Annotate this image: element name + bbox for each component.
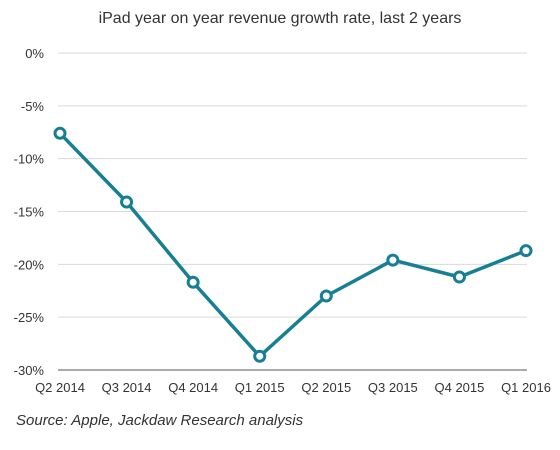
data-point (452, 270, 466, 284)
x-tick-label: Q1 2015 (235, 380, 285, 395)
x-tick-label: Q3 2014 (102, 380, 152, 395)
data-point (519, 244, 533, 258)
x-tick-label: Q4 2014 (168, 380, 218, 395)
data-point (53, 126, 67, 140)
x-tick-label: Q2 2015 (301, 380, 351, 395)
chart-title: iPad year on year revenue growth rate, l… (98, 10, 462, 27)
x-tick-label: Q2 2014 (35, 380, 85, 395)
y-tick-label: -5% (21, 99, 45, 114)
data-point (186, 275, 200, 289)
data-point (386, 253, 400, 267)
y-tick-label: 0% (25, 46, 44, 61)
y-tick-label: -20% (14, 257, 45, 272)
x-tick-label: Q1 2016 (501, 380, 551, 395)
source-note: Source: Apple, Jackdaw Research analysis (16, 412, 304, 429)
y-tick-label: -30% (14, 363, 45, 378)
data-point (319, 289, 333, 303)
data-point (253, 349, 267, 363)
y-tick-label: -15% (14, 205, 45, 220)
y-tick-label: -25% (14, 310, 45, 325)
x-tick-label: Q4 2015 (434, 380, 484, 395)
data-point (120, 195, 134, 209)
y-tick-label: -10% (14, 152, 45, 167)
series-line (58, 131, 528, 359)
x-tick-label: Q3 2015 (368, 380, 418, 395)
